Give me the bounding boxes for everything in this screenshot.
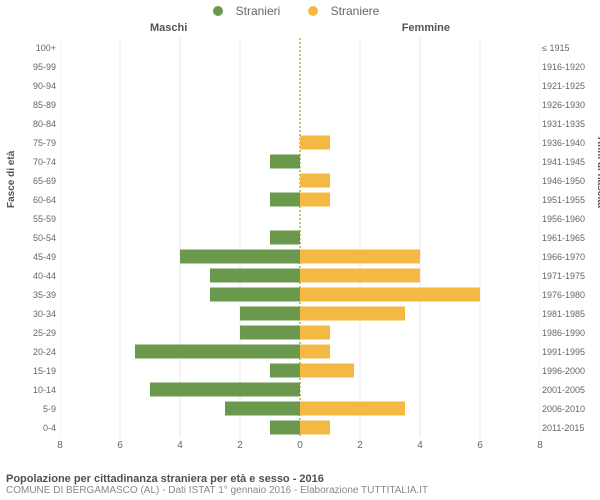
legend-label-male: Stranieri	[236, 4, 281, 18]
birth-label: 1976-1980	[542, 290, 590, 300]
bar-female	[300, 193, 330, 207]
y-axis-left: 100+ 95-99 90-94 85-89 80-84 75-79 70-74 65-69 6…	[20, 38, 56, 438]
x-tick: 4	[417, 440, 423, 451]
age-label: 20-24	[20, 347, 56, 357]
bar-female	[300, 307, 405, 321]
legend-swatch-male	[213, 6, 223, 16]
bar-male	[270, 421, 300, 435]
x-tick: 2	[237, 440, 243, 451]
bar-male	[270, 193, 300, 207]
birth-label: 1916-1920	[542, 62, 590, 72]
legend: Stranieri Straniere	[0, 0, 600, 19]
age-label: 100+	[20, 43, 56, 53]
age-label: 15-19	[20, 366, 56, 376]
age-label: 85-89	[20, 100, 56, 110]
bar-female	[300, 136, 330, 150]
bar-male	[270, 231, 300, 245]
bar-female	[300, 345, 330, 359]
plot-area: Fasce di età Anni di nascita 100+95-9990…	[60, 38, 540, 438]
birth-label: 1946-1950	[542, 176, 590, 186]
footer-subtitle: COMUNE DI BERGAMASCO (AL) - Dati ISTAT 1…	[6, 485, 428, 496]
x-axis-ticks: 8 6 4 2 0 2 4 6 8	[60, 440, 540, 452]
bar-male	[135, 345, 300, 359]
birth-label: 1971-1975	[542, 271, 590, 281]
age-label: 0-4	[20, 423, 56, 433]
age-label: 95-99	[20, 62, 56, 72]
birth-label: ≤ 1915	[542, 43, 590, 53]
header-male: Maschi	[150, 22, 187, 34]
bar-female	[300, 174, 330, 188]
age-label: 70-74	[20, 157, 56, 167]
bar-male	[240, 307, 300, 321]
bar-female	[300, 288, 480, 302]
bar-male	[270, 364, 300, 378]
birth-label: 1991-1995	[542, 347, 590, 357]
bar-male	[180, 250, 300, 264]
x-tick: 6	[477, 440, 483, 451]
age-label: 45-49	[20, 252, 56, 262]
bar-female	[300, 421, 330, 435]
x-tick: 8	[57, 440, 63, 451]
age-label: 75-79	[20, 138, 56, 148]
birth-label: 1996-2000	[542, 366, 590, 376]
age-label: 40-44	[20, 271, 56, 281]
bar-male	[240, 326, 300, 340]
birth-label: 1921-1925	[542, 81, 590, 91]
bar-female	[300, 250, 420, 264]
age-label: 50-54	[20, 233, 56, 243]
x-tick: 6	[117, 440, 123, 451]
age-label: 10-14	[20, 385, 56, 395]
birth-label: 1956-1960	[542, 214, 590, 224]
x-tick: 4	[177, 440, 183, 451]
age-label: 30-34	[20, 309, 56, 319]
birth-label: 1941-1945	[542, 157, 590, 167]
bar-male	[270, 155, 300, 169]
footer-title: Popolazione per cittadinanza straniera p…	[6, 473, 428, 485]
birth-label: 1961-1965	[542, 233, 590, 243]
footer: Popolazione per cittadinanza straniera p…	[6, 473, 428, 496]
age-label: 25-29	[20, 328, 56, 338]
birth-label: 1986-1990	[542, 328, 590, 338]
birth-label: 1966-1970	[542, 252, 590, 262]
legend-swatch-female	[308, 6, 318, 16]
y-axis-right: ≤ 1915 1916-1920 1921-1925 1926-1930 1931-19…	[542, 38, 590, 438]
age-label: 35-39	[20, 290, 56, 300]
birth-label: 2011-2015	[542, 423, 590, 433]
birth-label: 2006-2010	[542, 404, 590, 414]
bar-male	[150, 383, 300, 397]
age-label: 90-94	[20, 81, 56, 91]
birth-label: 1926-1930	[542, 100, 590, 110]
x-tick: 2	[357, 440, 363, 451]
birth-label: 1951-1955	[542, 195, 590, 205]
age-label: 60-64	[20, 195, 56, 205]
y-axis-label-right: Anni di nascita	[595, 137, 600, 208]
bar-female	[300, 364, 354, 378]
bar-male	[210, 269, 300, 283]
bar-female	[300, 326, 330, 340]
age-label: 80-84	[20, 119, 56, 129]
bar-male	[210, 288, 300, 302]
header-female: Femmine	[402, 22, 450, 34]
bar-male	[225, 402, 300, 416]
x-tick: 0	[297, 440, 303, 451]
chart-svg	[60, 38, 540, 438]
y-axis-label-left: Fasce di età	[6, 151, 17, 208]
age-label: 55-59	[20, 214, 56, 224]
birth-label: 1936-1940	[542, 138, 590, 148]
bar-female	[300, 402, 405, 416]
legend-label-female: Straniere	[331, 4, 380, 18]
x-tick: 8	[537, 440, 543, 451]
birth-label: 1931-1935	[542, 119, 590, 129]
birth-label: 2001-2005	[542, 385, 590, 395]
age-label: 5-9	[20, 404, 56, 414]
birth-label: 1981-1985	[542, 309, 590, 319]
age-label: 65-69	[20, 176, 56, 186]
bar-female	[300, 269, 420, 283]
